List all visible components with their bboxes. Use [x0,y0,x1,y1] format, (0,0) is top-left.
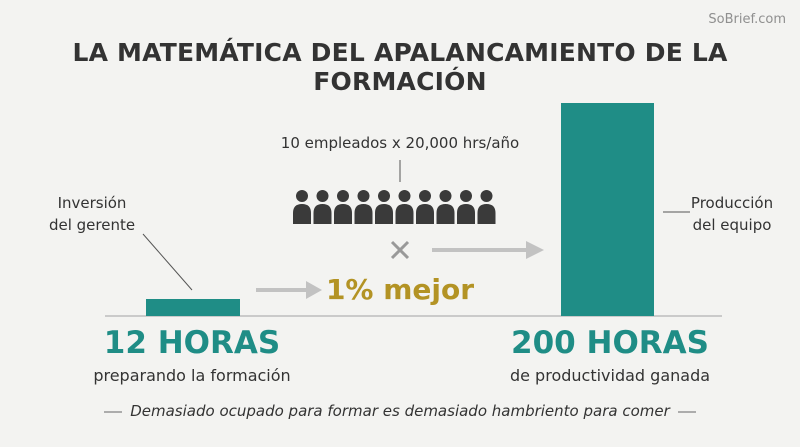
person-icon [293,190,311,224]
manager-hours-caption: preparando la formación [93,366,291,385]
person-icon [395,190,414,224]
employees-label: 10 empleados x 20,000 hrs/año [280,134,520,152]
arrow-right-icon [256,281,322,299]
multiply-icon [390,240,410,260]
page-title: LA MATEMÁTICA DEL APALANCAMIENTO DE LA F… [72,38,728,96]
person-icon [375,190,393,224]
quote-text: Demasiado ocupado para formar es demasia… [130,402,670,420]
team-output-bar [561,103,654,316]
improvement-label: 1% mejor [325,273,475,306]
manager-label-line2: del gerente [48,216,136,234]
manager-investment-label: Inversión del gerente [22,192,162,236]
person-icon [354,190,373,224]
team-output-label: Producción del equipo [672,192,792,236]
watermark: SoBrief.com [708,12,786,27]
manager-label-line1: Inversión [57,194,127,212]
person-icon [313,190,332,224]
person-icon [416,190,434,224]
manager-investment-bar [146,299,240,316]
person-icon [457,190,475,224]
employee-group [293,190,496,224]
team-hours-value: 200 HORAS [511,325,709,361]
team-hours-caption: de productividad ganada [509,366,711,385]
team-label-line2: del equipo [692,216,772,234]
person-icon [436,190,455,224]
arrow-right-icon [432,241,544,259]
left-leader-line [142,233,193,291]
manager-hours-value: 12 HORAS [103,325,281,361]
person-icon [334,190,352,224]
team-label-line1: Producción [690,194,774,212]
person-icon [477,190,496,224]
